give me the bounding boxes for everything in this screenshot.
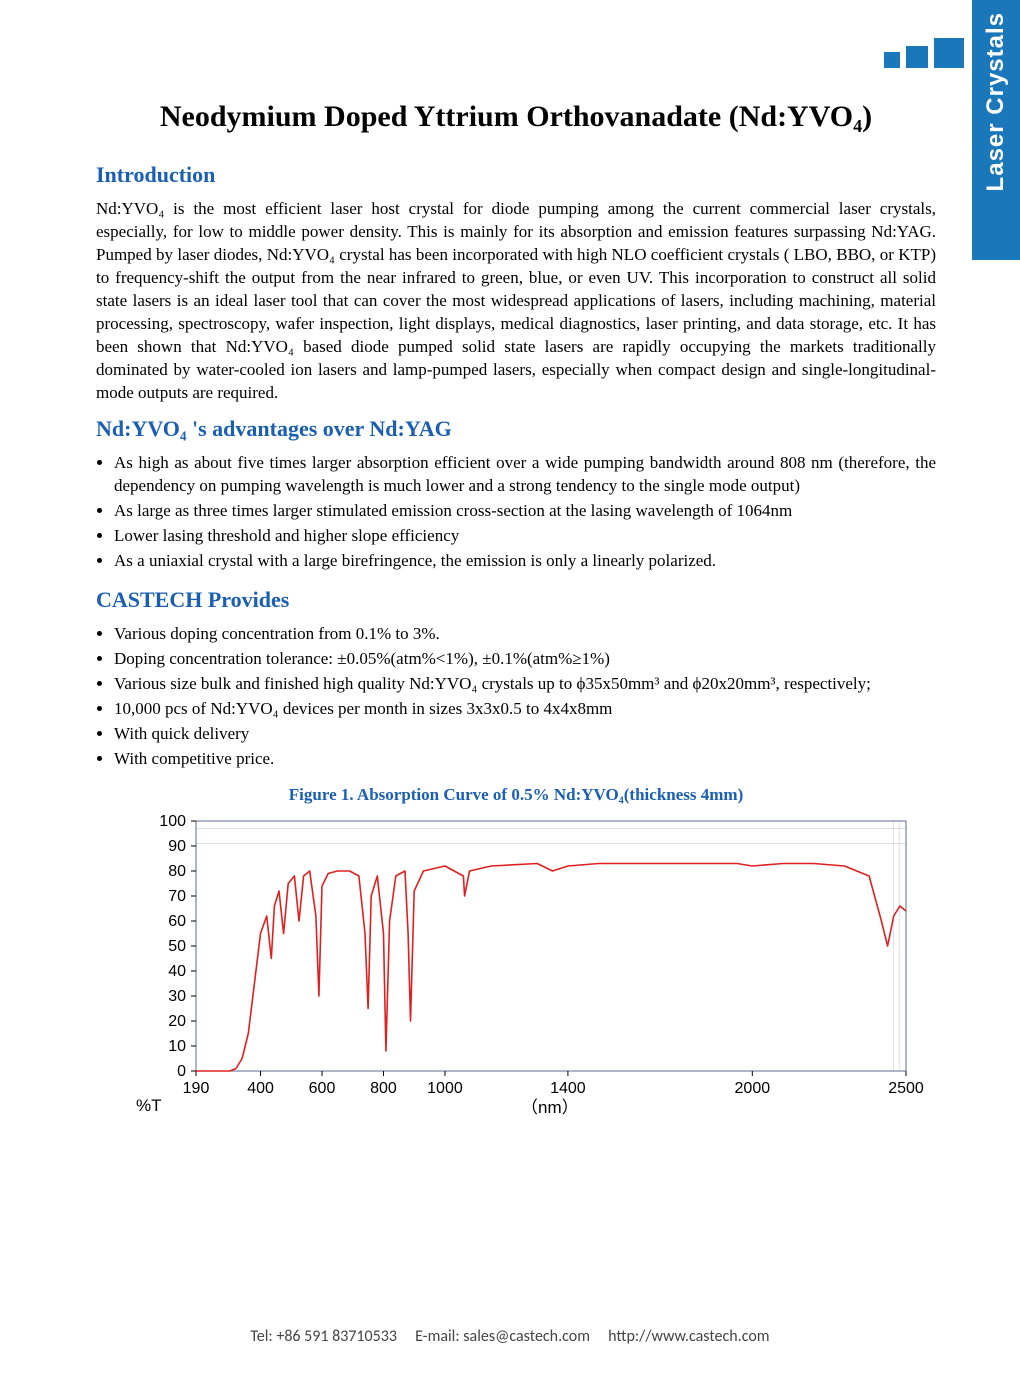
page-content: Neodymium Doped Yttrium Orthovanadate (N… [96, 100, 936, 1131]
decor-square-medium [906, 46, 928, 68]
svg-text:60: 60 [168, 913, 186, 930]
advantages-heading: Nd:YVO₄ 's advantages over Nd:YAG [96, 416, 936, 442]
svg-text:600: 600 [309, 1080, 336, 1097]
svg-text:10: 10 [168, 1038, 186, 1055]
footer-email-label: E-mail: [415, 1327, 460, 1346]
category-label: Laser Crystals [982, 12, 1010, 191]
list-item: Various size bulk and finished high qual… [114, 673, 936, 696]
svg-text:20: 20 [168, 1013, 186, 1030]
intro-heading: Introduction [96, 162, 936, 188]
page-title: Neodymium Doped Yttrium Orthovanadate (N… [96, 100, 936, 134]
list-item: With quick delivery [114, 723, 936, 746]
category-sidebar: Laser Crystals [972, 0, 1020, 260]
advantages-list: As high as about five times larger absor… [96, 452, 936, 573]
chart-svg: 0 10 20 30 40 50 60 70 80 90 100 190 400 600 800 1000 14… [106, 811, 926, 1131]
svg-text:0: 0 [177, 1063, 186, 1080]
list-item: As high as about five times larger absor… [114, 452, 936, 498]
list-item: As a uniaxial crystal with a large biref… [114, 550, 936, 573]
list-item: With competitive price. [114, 748, 936, 771]
svg-text:%T: %T [136, 1096, 162, 1115]
svg-text:100: 100 [159, 813, 186, 830]
svg-text:（nm）: （nm） [521, 1098, 579, 1117]
svg-text:50: 50 [168, 938, 186, 955]
footer-url: http://www.castech.com [608, 1327, 770, 1346]
svg-text:40: 40 [168, 963, 186, 980]
svg-text:2000: 2000 [735, 1080, 771, 1097]
svg-text:800: 800 [370, 1080, 397, 1097]
page-footer: Tel: +86 591 83710533 E-mail: sales@cast… [0, 1327, 1020, 1346]
intro-text: Nd:YVO₄ is the most efficient laser host… [96, 198, 936, 404]
svg-text:80: 80 [168, 863, 186, 880]
svg-text:190: 190 [183, 1080, 210, 1097]
decor-square-small [884, 52, 900, 68]
list-item: As large as three times larger stimulate… [114, 500, 936, 523]
footer-tel: +86 591 83710533 [276, 1327, 397, 1346]
provides-heading: CASTECH Provides [96, 587, 936, 613]
decor-squares [884, 38, 964, 68]
svg-text:90: 90 [168, 838, 186, 855]
absorption-chart: 0 10 20 30 40 50 60 70 80 90 100 190 400 600 800 1000 14… [106, 811, 926, 1131]
list-item: 10,000 pcs of Nd:YVO₄ devices per month … [114, 698, 936, 721]
svg-text:1400: 1400 [550, 1080, 586, 1097]
list-item: Lower lasing threshold and higher slope … [114, 525, 936, 548]
svg-text:2500: 2500 [888, 1080, 924, 1097]
figure-caption: Figure 1. Absorption Curve of 0.5% Nd:YV… [96, 785, 936, 805]
footer-tel-label: Tel: [250, 1327, 272, 1346]
svg-text:1000: 1000 [427, 1080, 463, 1097]
list-item: Doping concentration tolerance: ±0.05%(a… [114, 648, 936, 671]
svg-text:400: 400 [247, 1080, 274, 1097]
footer-email: sales@castech.com [463, 1327, 590, 1346]
list-item: Various doping concentration from 0.1% t… [114, 623, 936, 646]
svg-text:30: 30 [168, 988, 186, 1005]
svg-text:70: 70 [168, 888, 186, 905]
provides-list: Various doping concentration from 0.1% t… [96, 623, 936, 771]
decor-square-large [934, 38, 964, 68]
